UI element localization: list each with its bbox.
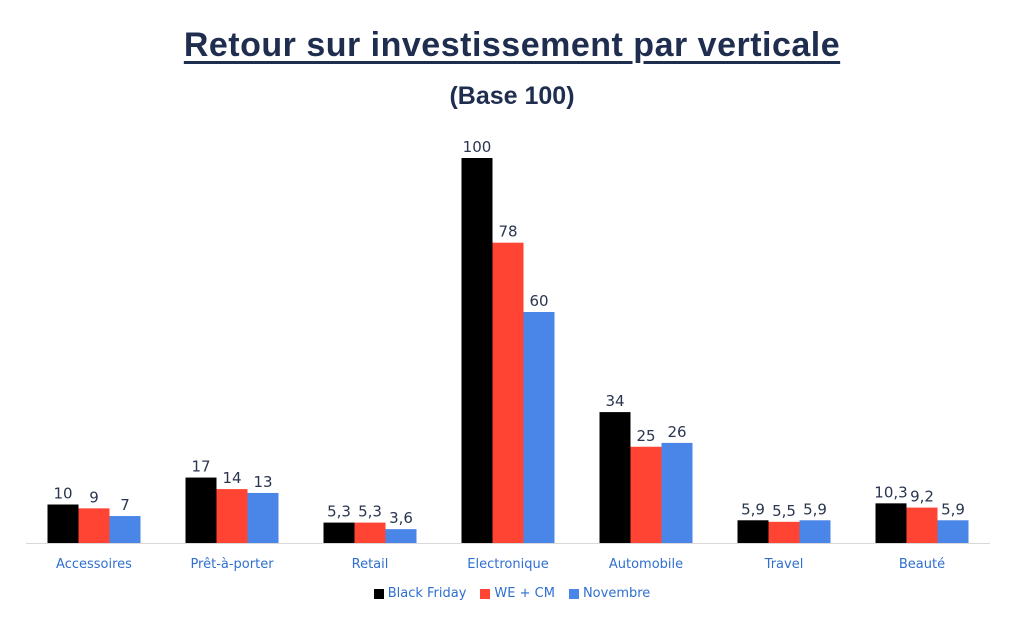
data-label-automobile-novembre: 26	[667, 423, 686, 441]
data-label-travel-novembre: 5,9	[803, 500, 827, 518]
bar-pret-a-porter-black-friday	[185, 477, 217, 543]
legend-label-novembre: Novembre	[582, 586, 651, 601]
chart-subtitle: (Base 100)	[449, 82, 575, 110]
legend-item-novembre: Novembre	[568, 586, 651, 601]
data-label-automobile-black-friday: 34	[605, 392, 624, 410]
bar-pret-a-porter-we-cm	[216, 489, 248, 543]
bar-retail-novembre	[385, 529, 417, 543]
category-label-automobile: Automobile	[609, 557, 683, 572]
chart-legend: Black Friday WE + CM Novembre	[0, 586, 1024, 601]
bar-accessoires-novembre	[109, 516, 141, 543]
bar-electronique-novembre	[523, 312, 555, 543]
category-label-retail: Retail	[352, 557, 389, 572]
data-label-pret-a-porter-black-friday: 17	[191, 458, 210, 476]
data-label-beaute-black-friday: 10,3	[874, 483, 907, 501]
bar-retail-black-friday	[323, 522, 355, 543]
data-label-beaute-novembre: 5,9	[941, 500, 965, 518]
legend-label-black-friday: Black Friday	[387, 586, 467, 601]
legend-swatch-black-friday	[373, 588, 384, 599]
data-label-retail-novembre: 3,6	[389, 509, 413, 527]
category-label-accessoires: Accessoires	[56, 557, 132, 572]
bar-beaute-novembre	[937, 520, 969, 543]
bar-travel-black-friday	[737, 520, 769, 543]
bar-electronique-we-cm	[492, 242, 524, 543]
legend-item-we-cm: WE + CM	[480, 586, 555, 601]
data-label-travel-we-cm: 5,5	[772, 502, 796, 520]
data-label-retail-we-cm: 5,3	[358, 503, 382, 521]
category-label-beaute: Beauté	[899, 557, 945, 572]
data-label-electronique-black-friday: 100	[463, 138, 492, 156]
bar-automobile-black-friday	[599, 412, 631, 543]
bar-automobile-we-cm	[630, 446, 662, 543]
bar-automobile-novembre	[661, 442, 693, 543]
data-label-beaute-we-cm: 9,2	[910, 488, 934, 506]
data-label-accessoires-novembre: 7	[120, 496, 130, 514]
data-label-accessoires-black-friday: 10	[53, 485, 72, 503]
data-label-pret-a-porter-novembre: 13	[253, 473, 272, 491]
category-label-travel: Travel	[764, 557, 804, 572]
data-label-electronique-novembre: 60	[529, 292, 548, 310]
legend-swatch-novembre	[568, 588, 579, 599]
bar-retail-we-cm	[354, 522, 386, 543]
bar-pret-a-porter-novembre	[247, 492, 279, 543]
bar-travel-novembre	[799, 520, 831, 543]
bar-electronique-black-friday	[461, 158, 493, 543]
category-label-pret-a-porter: Prêt-à-porter	[190, 557, 274, 572]
bar-accessoires-black-friday	[47, 504, 79, 543]
legend-swatch-we-cm	[480, 588, 491, 599]
chart-title: Retour sur investissement par verticale	[183, 26, 841, 64]
data-label-automobile-we-cm: 25	[636, 427, 655, 445]
bar-accessoires-we-cm	[78, 508, 110, 543]
legend-item-black-friday: Black Friday	[373, 586, 467, 601]
legend-label-we-cm: WE + CM	[494, 586, 555, 601]
data-label-retail-black-friday: 5,3	[327, 503, 351, 521]
data-label-electronique-we-cm: 78	[498, 223, 517, 241]
data-label-pret-a-porter-we-cm: 14	[222, 469, 241, 487]
data-label-accessoires-we-cm: 9	[89, 488, 99, 506]
category-label-electronique: Electronique	[467, 557, 548, 572]
bar-beaute-black-friday	[875, 503, 907, 543]
data-label-travel-black-friday: 5,9	[741, 500, 765, 518]
bar-travel-we-cm	[768, 521, 800, 543]
bar-beaute-we-cm	[906, 507, 938, 543]
